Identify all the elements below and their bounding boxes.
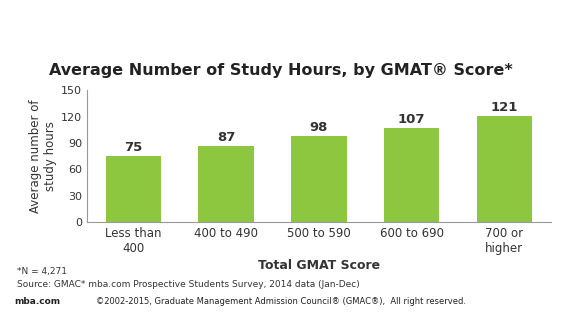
Text: 75: 75	[124, 141, 143, 155]
Text: Average Number of Study Hours, by GMAT® Score*: Average Number of Study Hours, by GMAT® …	[49, 63, 513, 78]
Text: 87: 87	[217, 131, 235, 144]
Text: GMAT: GMAT	[14, 9, 94, 33]
Text: 107: 107	[398, 113, 425, 126]
Bar	[291, 136, 347, 222]
Text: ®: ®	[87, 6, 97, 16]
Bar	[106, 156, 161, 222]
Text: mba.com: mba.com	[14, 297, 60, 307]
Text: 98: 98	[310, 121, 328, 134]
Bar	[384, 128, 439, 222]
Y-axis label: Average number of
study hours: Average number of study hours	[29, 99, 57, 213]
Bar	[198, 146, 254, 222]
X-axis label: Total GMAT Score: Total GMAT Score	[258, 259, 380, 272]
Text: Source: GMAC* mba.com Prospective Students Survey, 2014 data (Jan-Dec): Source: GMAC* mba.com Prospective Studen…	[17, 280, 360, 289]
Text: *N = 4,271: *N = 4,271	[17, 267, 67, 276]
Bar	[477, 116, 532, 222]
Text: ©2002-2015, Graduate Management Admission Council® (GMAC®),  All right reserved.: ©2002-2015, Graduate Management Admissio…	[96, 297, 466, 307]
Text: 121: 121	[491, 101, 518, 114]
